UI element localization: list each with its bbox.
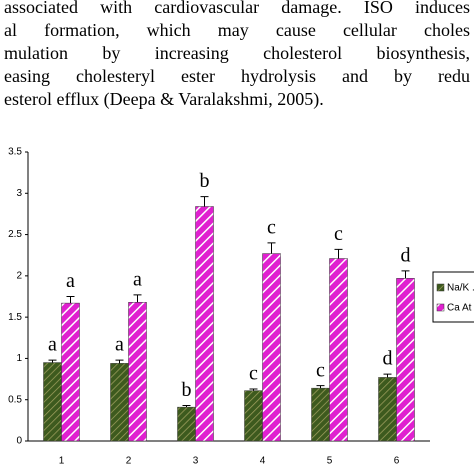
x-tick-label: 6 [394,456,400,467]
y-tick-label: 1.5 [8,312,22,323]
error-bar [66,296,75,304]
error-bar [401,270,410,279]
y-tick-label: 0 [16,436,22,447]
significance-letter: c [316,359,325,381]
x-tick-label: 3 [193,456,199,467]
x-tick-label: 1 [59,456,65,467]
y-tick-label: 2 [16,270,22,281]
significance-letter: b [182,379,192,401]
bar [262,253,281,442]
bar [378,377,397,442]
significance-letter: c [267,216,276,238]
significance-letter: c [249,363,258,385]
significance-letter: a [133,268,142,290]
bar [177,406,196,442]
y-tick-label: 0.5 [8,394,22,405]
x-tick-label: 2 [126,456,132,467]
error-bar [383,373,392,378]
legend-swatch [436,303,445,312]
text-line: al formation, which may cause cellular c… [4,20,470,40]
significance-letter: d [401,244,411,266]
bar [61,302,80,442]
bar [311,387,330,442]
error-bar [249,388,258,391]
y-tick-label: 3.5 [8,147,22,158]
error-bar [182,404,191,408]
bar [244,390,263,442]
legend-label: Na/K . [447,283,474,294]
y-tick-label: 2.5 [8,229,22,240]
error-bar [200,196,209,207]
text-line: easing cholesteryl ester hydrolysis and … [4,66,470,86]
bar [329,258,348,442]
significance-letter: c [334,223,343,245]
y-tick-label: 3 [16,188,22,199]
y-tick-label: 1 [16,353,22,364]
significance-letter: a [115,334,124,356]
error-bar [48,359,57,363]
x-tick-label: 4 [260,456,266,467]
legend-label: Ca At [447,303,472,314]
bar [195,206,214,442]
text-line: mulation by increasing cholesterol biosy… [4,43,470,63]
significance-letter: a [66,270,75,292]
bar [43,362,62,442]
error-bar [115,359,124,364]
text-line: esterol efflux (Deepa & Varalakshmi, 200… [4,89,324,109]
error-bar [334,248,343,259]
error-bar [316,385,325,389]
x-tick-label: 5 [327,456,333,467]
bar [396,278,415,442]
text-line: associated with cardiovascular damage. I… [4,0,470,17]
bar [128,302,147,442]
error-bar [133,294,142,303]
error-bar [267,242,276,254]
significance-letter: b [200,170,210,192]
significance-letter: a [48,334,57,356]
legend-box [432,271,474,323]
legend-swatch [436,283,445,292]
significance-letter: d [383,348,393,370]
bar [110,363,129,442]
